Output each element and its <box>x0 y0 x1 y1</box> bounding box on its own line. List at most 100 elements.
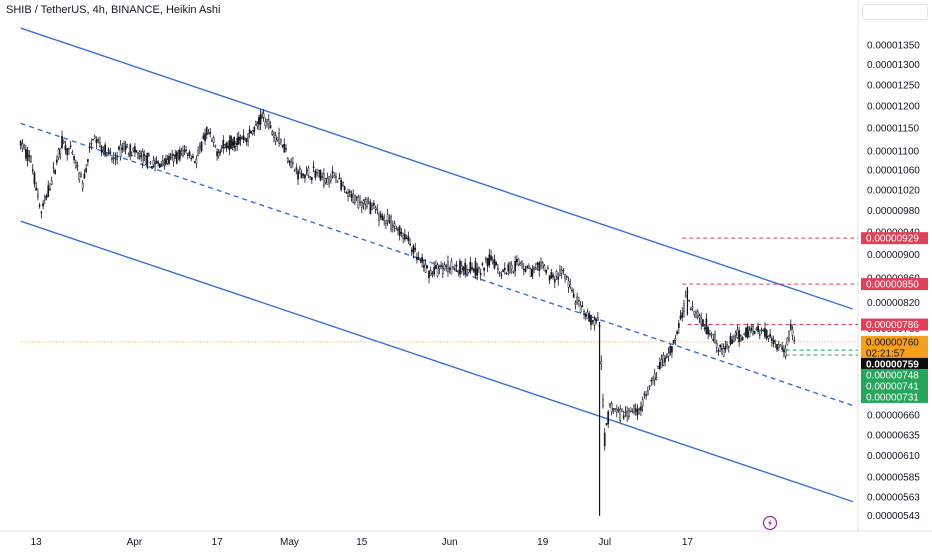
candle-body <box>721 348 723 350</box>
candle-body <box>629 407 632 412</box>
candle-body <box>478 266 480 269</box>
candle-body <box>28 155 31 157</box>
candle-body <box>636 409 639 416</box>
candle-body <box>605 423 608 426</box>
top-right-box[interactable] <box>862 4 928 20</box>
candle-body <box>603 432 606 447</box>
candle-body <box>352 193 355 203</box>
candle-body <box>503 267 506 271</box>
x-tick-label: May <box>280 537 299 548</box>
candle-body <box>410 249 413 252</box>
candle-body <box>717 350 720 352</box>
candle-body <box>734 332 737 336</box>
candle-body <box>24 149 27 159</box>
candle-body <box>574 302 577 305</box>
candle-body <box>541 262 544 269</box>
candle-body <box>335 175 337 179</box>
candle-body <box>333 175 336 178</box>
candle-body <box>355 196 358 198</box>
price-label-resistance: 0.00000929 <box>866 234 919 245</box>
candle-body <box>314 170 317 178</box>
candle-body <box>645 394 647 397</box>
candle-body <box>231 141 234 146</box>
candle-body <box>97 139 100 142</box>
channel-lower-line <box>20 220 854 503</box>
candle-body <box>174 154 177 157</box>
price-label-bg-support <box>861 379 928 392</box>
candle-body <box>731 339 734 344</box>
candle-body <box>519 263 522 266</box>
candle-body <box>324 178 327 183</box>
candle-body <box>767 336 770 339</box>
candle-body <box>714 333 716 343</box>
candle-body <box>99 142 101 147</box>
candle-body <box>123 143 125 150</box>
candle-body <box>69 145 72 147</box>
candle-body <box>684 295 687 298</box>
candle-body <box>677 322 680 329</box>
candle-body <box>419 259 422 261</box>
candle-body <box>340 180 342 190</box>
candle-body <box>216 151 218 157</box>
price-label-bg-current <box>861 335 928 348</box>
candle-body <box>391 224 394 228</box>
candle-body <box>758 334 761 336</box>
candle-body <box>397 229 399 231</box>
chart-title: SHIB / TetherUS, 4h, BINANCE, Heikin Ash… <box>6 4 221 16</box>
candle-body <box>453 267 456 270</box>
candle-body <box>180 150 183 154</box>
candle-body <box>398 226 401 236</box>
candle-body <box>786 337 789 346</box>
candle-body <box>640 406 642 411</box>
candle-body <box>739 335 742 342</box>
candle-body <box>105 152 108 156</box>
candle-body <box>100 146 103 153</box>
candle-body <box>707 327 709 335</box>
candle-body <box>297 170 299 180</box>
candle-body <box>111 158 113 160</box>
candle-body <box>171 154 173 156</box>
y-tick-label: 0.00000900 <box>867 250 920 261</box>
candle-body <box>748 329 751 337</box>
candle-body <box>90 142 93 145</box>
candle-body <box>163 163 166 166</box>
candle-body <box>124 146 127 150</box>
candle-body <box>300 172 303 179</box>
candle-body <box>443 264 446 270</box>
candle-body <box>591 320 594 322</box>
y-tick-label: 0.00000563 <box>867 493 920 504</box>
candle-body <box>667 352 670 357</box>
candle-body <box>195 158 198 164</box>
price-label-support: 0.00000741 <box>866 381 919 392</box>
candle-body <box>233 136 235 148</box>
candle-body <box>262 113 265 118</box>
candle-body <box>168 155 170 164</box>
candle-body <box>37 193 39 198</box>
x-tick-label: 17 <box>212 537 224 548</box>
candle-body <box>259 114 262 125</box>
candle-body <box>522 268 525 271</box>
candle-body <box>266 118 268 122</box>
candle-body <box>141 151 144 164</box>
candle-body <box>388 220 391 223</box>
candle-body <box>771 338 773 342</box>
candle-body <box>119 144 122 157</box>
candle-body <box>137 153 139 159</box>
candle-body <box>50 180 53 185</box>
candle-body <box>426 265 429 269</box>
candle-body <box>497 267 499 270</box>
candle-body <box>279 139 282 143</box>
y-tick-label: 0.00000610 <box>867 451 920 462</box>
candle-body <box>40 211 43 214</box>
candle-body <box>593 319 596 326</box>
candle-body <box>557 276 560 280</box>
candle-body <box>143 154 146 156</box>
candle-body <box>348 190 351 194</box>
candle-body <box>274 135 277 142</box>
candle-body <box>326 177 329 185</box>
candle-body <box>538 262 541 272</box>
candle-body <box>345 192 348 194</box>
candle-body <box>309 176 311 178</box>
candle-body <box>710 333 713 336</box>
